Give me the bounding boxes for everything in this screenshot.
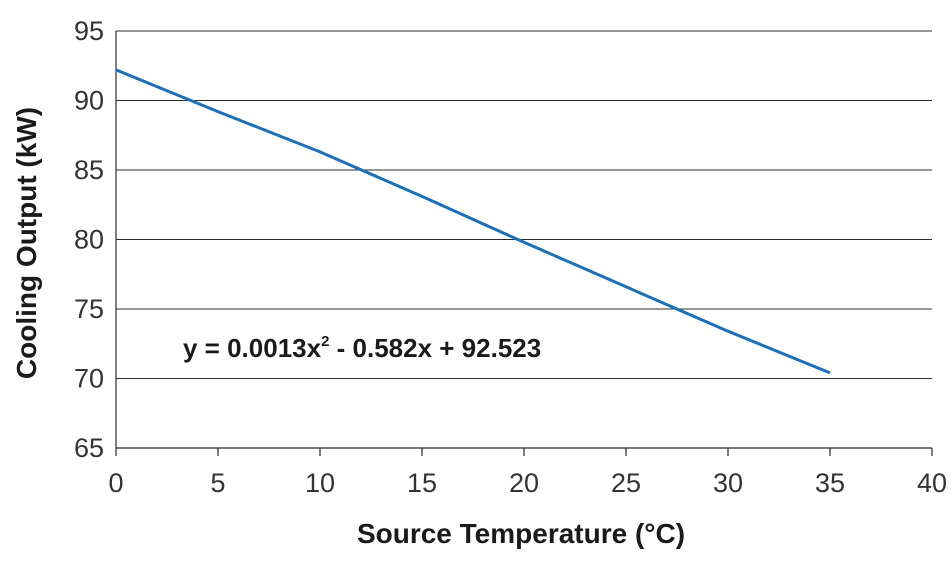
y-tick-label: 80 (74, 225, 104, 255)
equation-superscript: 2 (321, 333, 329, 350)
x-tick-label: 15 (407, 468, 437, 498)
series-layer (115, 68, 831, 375)
y-tick-labels: 65 70 75 80 85 90 95 (74, 16, 104, 463)
x-tick-label: 35 (815, 468, 845, 498)
x-tick-label: 25 (611, 468, 641, 498)
y-tick-label: 75 (74, 294, 104, 324)
x-tick-label: 10 (305, 468, 335, 498)
y-tick-label: 65 (74, 433, 104, 463)
y-axis-title: Cooling Output (kW) (11, 107, 42, 379)
gridlines (116, 30, 932, 379)
series-line-0 (115, 68, 831, 375)
x-tick-label: 0 (108, 468, 123, 498)
y-tick-label: 70 (74, 364, 104, 394)
x-tick-label: 20 (509, 468, 539, 498)
y-tick-label: 85 (74, 155, 104, 185)
y-tick-label: 90 (74, 86, 104, 116)
equation-prefix: y = 0.0013x (183, 333, 322, 363)
x-tick-label: 5 (210, 468, 225, 498)
x-tick-labels: 0 5 10 15 20 25 30 35 40 (108, 468, 947, 498)
trendline-equation: y = 0.0013x2 - 0.582x + 92.523 (183, 333, 541, 363)
y-tick-label: 95 (74, 16, 104, 46)
equation-suffix: - 0.582x + 92.523 (329, 333, 541, 363)
x-tick-label: 30 (713, 468, 743, 498)
x-tick-label: 40 (917, 468, 947, 498)
x-axis-title: Source Temperature (°C) (357, 518, 685, 549)
axes (115, 31, 933, 456)
